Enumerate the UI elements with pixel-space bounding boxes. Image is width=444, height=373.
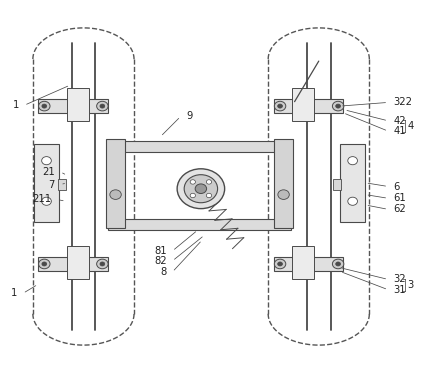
Bar <box>58 179 66 190</box>
Text: 61: 61 <box>393 193 406 203</box>
Circle shape <box>333 259 344 269</box>
Circle shape <box>190 193 195 198</box>
Circle shape <box>274 259 286 269</box>
Circle shape <box>348 197 357 205</box>
Bar <box>106 139 125 228</box>
Circle shape <box>97 259 108 269</box>
Bar <box>340 144 365 222</box>
Text: 82: 82 <box>155 256 167 266</box>
Bar <box>274 257 343 270</box>
Text: 8: 8 <box>161 267 167 277</box>
Text: 62: 62 <box>393 204 406 214</box>
Bar <box>274 139 293 228</box>
Circle shape <box>110 190 121 200</box>
Text: 1: 1 <box>12 100 19 110</box>
Text: 3: 3 <box>408 280 414 289</box>
Circle shape <box>100 262 105 266</box>
Circle shape <box>190 180 195 184</box>
Text: 31: 31 <box>393 285 406 295</box>
Circle shape <box>42 104 47 108</box>
Circle shape <box>97 101 108 111</box>
Text: 41: 41 <box>393 126 406 136</box>
Bar <box>333 179 341 190</box>
Bar <box>34 144 59 222</box>
Bar <box>107 141 292 152</box>
Circle shape <box>39 101 50 111</box>
Bar <box>274 100 343 113</box>
Circle shape <box>336 262 341 266</box>
Bar <box>38 100 107 113</box>
Circle shape <box>336 104 341 108</box>
Text: 9: 9 <box>186 112 192 122</box>
Circle shape <box>206 180 212 184</box>
Circle shape <box>42 197 52 205</box>
Text: 322: 322 <box>393 97 412 107</box>
Bar <box>67 88 89 121</box>
Text: 81: 81 <box>155 246 167 256</box>
Circle shape <box>206 193 212 198</box>
Circle shape <box>274 101 286 111</box>
Bar <box>67 246 89 279</box>
Circle shape <box>278 262 282 266</box>
Circle shape <box>39 259 50 269</box>
Text: 32: 32 <box>393 275 406 285</box>
Text: 6: 6 <box>393 182 400 191</box>
Circle shape <box>100 104 105 108</box>
Circle shape <box>177 169 225 209</box>
Bar <box>107 219 292 230</box>
Circle shape <box>278 104 282 108</box>
Circle shape <box>184 175 218 203</box>
Text: 42: 42 <box>393 116 406 126</box>
Circle shape <box>195 184 206 194</box>
Text: 4: 4 <box>408 121 414 131</box>
Bar <box>38 257 107 270</box>
Circle shape <box>42 262 47 266</box>
Bar <box>292 88 314 121</box>
Circle shape <box>348 157 357 165</box>
Text: 211: 211 <box>32 194 52 204</box>
Circle shape <box>42 157 52 165</box>
Text: 1: 1 <box>11 288 17 298</box>
Bar <box>292 246 314 279</box>
Text: 21: 21 <box>42 167 55 177</box>
Circle shape <box>333 101 344 111</box>
Circle shape <box>278 190 289 200</box>
Text: 7: 7 <box>48 180 55 189</box>
